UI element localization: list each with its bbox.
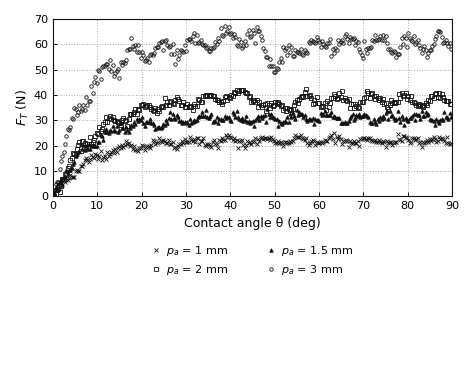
$p_a$ = 1 mm [331, 131, 337, 135]
$p_a$ = 3 mm [387, 46, 392, 51]
$p_a$ = 1 mm [448, 140, 454, 145]
$p_a$ = 3 mm [412, 42, 418, 46]
$p_a$ = 3 mm [288, 45, 294, 49]
$p_a$ = 1 mm [287, 138, 293, 143]
$p_a$ = 2 mm [287, 108, 293, 112]
$p_a$ = 3 mm [287, 50, 293, 55]
$p_a$ = 3 mm [50, 194, 56, 199]
$p_a$ = 2 mm [51, 194, 57, 199]
Line: $p_a$ = 1.5 mm: $p_a$ = 1.5 mm [51, 108, 453, 195]
$p_a$ = 2 mm [303, 86, 309, 91]
$p_a$ = 1.5 mm [295, 113, 301, 117]
$p_a$ = 1.5 mm [51, 189, 57, 194]
$p_a$ = 3 mm [222, 24, 228, 29]
$p_a$ = 2 mm [387, 103, 392, 107]
$p_a$ = 3 mm [51, 194, 57, 199]
$p_a$ = 2 mm [448, 102, 454, 107]
Line: $p_a$ = 3 mm: $p_a$ = 3 mm [51, 25, 453, 198]
$p_a$ = 1.5 mm [412, 118, 418, 122]
$p_a$ = 1 mm [388, 140, 394, 144]
$p_a$ = 1 mm [51, 194, 57, 199]
$p_a$ = 1 mm [50, 188, 56, 192]
$p_a$ = 1 mm [414, 137, 419, 141]
$p_a$ = 1.5 mm [287, 112, 293, 117]
X-axis label: Contact angle θ (deg): Contact angle θ (deg) [184, 217, 321, 230]
$p_a$ = 2 mm [286, 107, 292, 111]
Line: $p_a$ = 2 mm: $p_a$ = 2 mm [51, 87, 453, 198]
Legend: $p_a$ = 1 mm, $p_a$ = 2 mm, $p_a$ = 1.5 mm, $p_a$ = 3 mm: $p_a$ = 1 mm, $p_a$ = 2 mm, $p_a$ = 1.5 … [148, 241, 357, 280]
$p_a$ = 2 mm [294, 97, 300, 102]
$p_a$ = 2 mm [50, 194, 56, 199]
$p_a$ = 3 mm [295, 50, 301, 55]
$p_a$ = 1 mm [295, 134, 301, 139]
$p_a$ = 1.5 mm [50, 191, 56, 196]
Line: $p_a$ = 1 mm: $p_a$ = 1 mm [51, 131, 453, 198]
$p_a$ = 1 mm [53, 188, 58, 193]
$p_a$ = 1.5 mm [387, 108, 392, 113]
$p_a$ = 1.5 mm [264, 107, 270, 112]
$p_a$ = 1.5 mm [288, 115, 294, 119]
$p_a$ = 3 mm [448, 47, 454, 51]
$p_a$ = 1 mm [288, 140, 294, 145]
$p_a$ = 1.5 mm [448, 114, 454, 119]
Y-axis label: $F_T$ (N): $F_T$ (N) [15, 89, 31, 126]
$p_a$ = 2 mm [412, 101, 418, 105]
